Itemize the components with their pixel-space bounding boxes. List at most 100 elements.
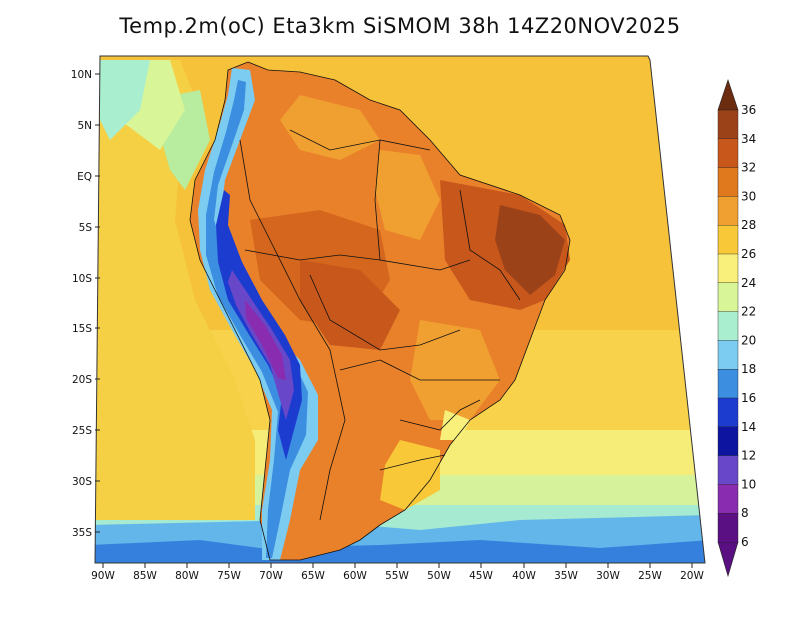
colorbar-segment bbox=[717, 224, 739, 255]
pacific-cool-strip bbox=[100, 60, 150, 140]
svg-text:30S: 30S bbox=[72, 476, 92, 488]
colorbar-label: 22 bbox=[741, 305, 756, 319]
lat-tick-30s: 30S bbox=[72, 476, 100, 488]
lat-tick-35s: 35S bbox=[72, 527, 100, 539]
lat-tick-20s: 20S bbox=[72, 374, 100, 386]
colorbar-segment bbox=[717, 426, 739, 457]
colorbar-label: 34 bbox=[741, 132, 756, 146]
lat-tick-25s: 25S bbox=[72, 425, 100, 437]
svg-text:25W: 25W bbox=[638, 570, 662, 582]
andes-coldest bbox=[228, 270, 294, 420]
svg-text:10N: 10N bbox=[71, 69, 92, 81]
svg-text:65W: 65W bbox=[301, 570, 325, 582]
colorbar: 36 34 32 30 28 26 24 22 20 18 16 14 12 10 8 6 bbox=[717, 79, 756, 578]
colorbar-segment bbox=[717, 484, 739, 514]
svg-text:90W: 90W bbox=[91, 570, 115, 582]
state-border-3 bbox=[244, 249, 381, 261]
state-border-5 bbox=[339, 359, 500, 381]
lat-axis: 10N 5N EQ 5S 10S 15S 20S 25S 30S 35S bbox=[71, 69, 100, 539]
lat-tick-5n: 5N bbox=[77, 120, 100, 132]
svg-text:35W: 35W bbox=[554, 570, 578, 582]
svg-text:50W: 50W bbox=[427, 570, 451, 582]
colorbar-bottom-arrow bbox=[717, 541, 739, 578]
lon-tick-40w: 40W bbox=[512, 563, 536, 582]
svg-text:45W: 45W bbox=[469, 570, 493, 582]
colorbar-label: 32 bbox=[741, 161, 756, 175]
pacific-warm bbox=[95, 60, 255, 520]
lon-tick-45w: 45W bbox=[469, 563, 493, 582]
colorbar-segment bbox=[717, 512, 739, 543]
svg-text:5S: 5S bbox=[79, 222, 93, 234]
colorbar-label: 30 bbox=[741, 189, 756, 203]
colorbar-label: 36 bbox=[741, 103, 756, 117]
colorbar-segment bbox=[717, 282, 739, 313]
svg-text:85W: 85W bbox=[133, 570, 157, 582]
colorbar-label: 12 bbox=[741, 449, 756, 463]
svg-text:70W: 70W bbox=[259, 570, 283, 582]
svg-text:25S: 25S bbox=[72, 425, 92, 437]
lon-tick-90w: 90W bbox=[91, 563, 115, 582]
svg-text:20W: 20W bbox=[680, 570, 704, 582]
colorbar-segment bbox=[717, 397, 739, 428]
svg-text:80W: 80W bbox=[175, 570, 199, 582]
colorbar-label: 26 bbox=[741, 247, 756, 261]
svg-text:5N: 5N bbox=[77, 120, 92, 132]
svg-text:35S: 35S bbox=[72, 527, 92, 539]
lon-tick-30w: 30W bbox=[596, 563, 620, 582]
svg-text:40W: 40W bbox=[512, 570, 536, 582]
lon-tick-60w: 60W bbox=[343, 563, 367, 582]
svg-text:EQ: EQ bbox=[77, 171, 92, 183]
lon-tick-35w: 35W bbox=[554, 563, 578, 582]
warm-southeast bbox=[410, 320, 500, 420]
lon-tick-65w: 65W bbox=[301, 563, 325, 582]
colorbar-segment bbox=[717, 196, 739, 226]
svg-text:75W: 75W bbox=[217, 570, 241, 582]
lon-tick-80w: 80W bbox=[175, 563, 199, 582]
andes-coldest-core bbox=[245, 300, 286, 380]
colorbar-segment bbox=[717, 138, 739, 169]
colorbar-label: 18 bbox=[741, 362, 756, 376]
lat-tick-eq: EQ bbox=[77, 171, 100, 183]
map-domain bbox=[95, 56, 705, 563]
warm-north bbox=[280, 95, 380, 160]
colorbar-label: 20 bbox=[741, 333, 756, 347]
hot-center bbox=[300, 260, 400, 350]
colorbar-label: 28 bbox=[741, 218, 756, 232]
lon-tick-75w: 75W bbox=[217, 563, 241, 582]
map-title: Temp.2m(oC) Eta3km SiSMOM 38h 14Z20NOV20… bbox=[119, 14, 681, 38]
lat-tick-10n: 10N bbox=[71, 69, 100, 81]
svg-text:30W: 30W bbox=[596, 570, 620, 582]
svg-text:15S: 15S bbox=[72, 323, 92, 335]
lon-tick-70w: 70W bbox=[259, 563, 283, 582]
cool-highlands bbox=[440, 410, 470, 440]
lon-tick-85w: 85W bbox=[133, 563, 157, 582]
svg-text:55W: 55W bbox=[385, 570, 409, 582]
colorbar-segment bbox=[717, 455, 739, 486]
state-border-8 bbox=[459, 189, 521, 301]
colorbar-label: 10 bbox=[741, 477, 756, 491]
colorbar-segment bbox=[717, 167, 739, 198]
lat-tick-15s: 15S bbox=[72, 323, 100, 335]
borders bbox=[189, 61, 571, 561]
colorbar-label: 16 bbox=[741, 391, 756, 405]
coastline bbox=[189, 61, 571, 561]
colorbar-label: 14 bbox=[741, 420, 756, 434]
colorbar-top-arrow bbox=[717, 79, 739, 111]
colorbar-segment bbox=[717, 340, 739, 370]
colorbar-segment bbox=[717, 109, 739, 140]
svg-text:60W: 60W bbox=[343, 570, 367, 582]
lon-tick-50w: 50W bbox=[427, 563, 451, 582]
lon-axis: 90W 85W 80W 75W 70W 65W 60W 55W 50W 45W … bbox=[91, 563, 704, 582]
lon-tick-55w: 55W bbox=[385, 563, 409, 582]
colorbar-label: 6 bbox=[741, 535, 749, 549]
svg-text:20S: 20S bbox=[72, 374, 92, 386]
svg-text:10S: 10S bbox=[72, 273, 92, 285]
lat-tick-10s: 10S bbox=[72, 273, 100, 285]
lon-tick-25w: 25W bbox=[638, 563, 662, 582]
colorbar-segment bbox=[717, 311, 739, 342]
country-border-andes bbox=[239, 139, 346, 521]
colorbar-label: 24 bbox=[741, 276, 756, 290]
state-border-4 bbox=[309, 274, 461, 351]
map-frame bbox=[94, 55, 706, 564]
